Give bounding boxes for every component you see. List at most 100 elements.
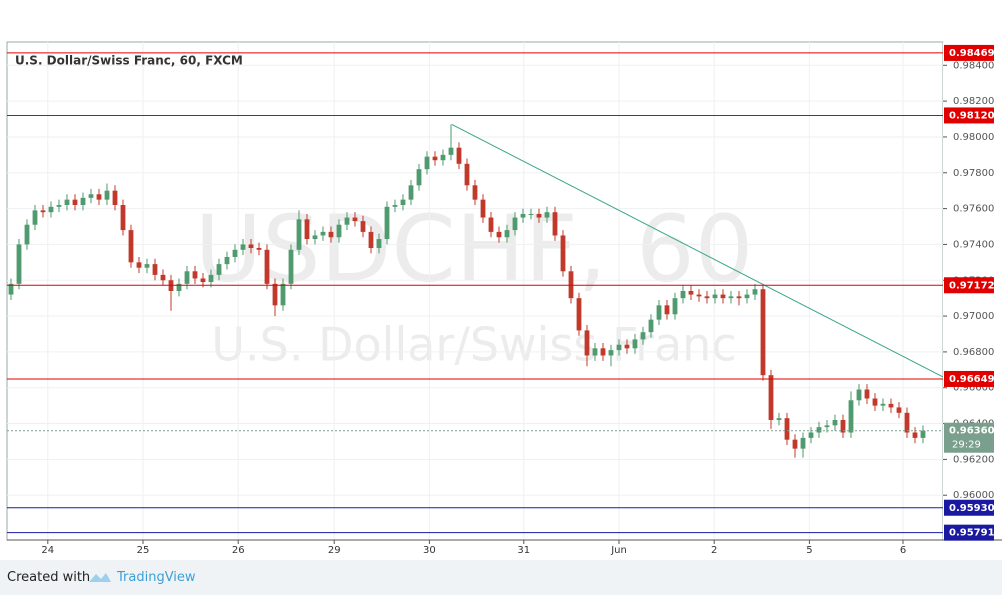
candle-body: [120, 205, 126, 231]
candle-body: [32, 210, 38, 225]
x-tick-label: 30: [423, 545, 436, 556]
level-label: 0.98120: [949, 110, 995, 121]
candle-body: [792, 439, 798, 449]
candle-body: [632, 339, 638, 349]
y-tick-label: 0.98000: [953, 132, 994, 143]
candle-body: [328, 231, 334, 238]
candle-body: [136, 262, 142, 268]
footer-text: Created with: [7, 570, 91, 585]
watermark: USDCHF, 60: [195, 195, 753, 302]
candle-body: [40, 210, 46, 213]
level-label: 0.98469: [949, 48, 995, 59]
candle-body: [856, 389, 862, 401]
candle-body: [680, 291, 686, 299]
candle-body: [728, 296, 734, 299]
candle-body: [264, 249, 270, 284]
candle-body: [224, 256, 230, 265]
watermark-sub: U.S. Dollar/Swiss Franc: [211, 318, 736, 372]
brand-link[interactable]: TradingView: [117, 570, 196, 585]
candle-body: [904, 412, 910, 433]
candle-body: [312, 235, 318, 240]
candle-body: [920, 430, 926, 438]
candle-body: [448, 147, 454, 155]
candle-body: [304, 219, 310, 240]
candle-body: [888, 403, 894, 408]
level-box: [944, 44, 994, 61]
level-label: 0.97172: [949, 280, 995, 291]
candle-body: [576, 298, 582, 331]
candle-body: [368, 231, 374, 249]
candle-body: [464, 163, 470, 186]
candle-body: [480, 199, 486, 218]
candle-body: [144, 264, 150, 268]
level-label: 0.96649: [949, 374, 995, 385]
y-tick-label: 0.97400: [953, 239, 994, 250]
candle-body: [880, 403, 886, 406]
candle-body: [600, 348, 606, 356]
x-tick-label: 31: [517, 545, 530, 556]
candle-body: [656, 305, 662, 320]
candle-body: [280, 283, 286, 306]
candle-body: [664, 305, 670, 315]
candle-body: [472, 185, 478, 200]
x-tick-label: 6: [900, 545, 906, 556]
level-box: [944, 499, 994, 516]
logo: [89, 573, 111, 582]
candle-body: [688, 291, 694, 295]
candle-body: [16, 244, 22, 284]
candle-body: [160, 274, 166, 281]
candle-body: [184, 271, 190, 284]
x-tick-label: 2: [711, 545, 717, 556]
y-tick-label: 0.97800: [953, 168, 994, 179]
candle-body: [320, 231, 326, 236]
y-tick-label: 0.98400: [953, 60, 994, 71]
y-tick-label: 0.97600: [953, 204, 994, 215]
candle-body: [528, 213, 534, 215]
x-tick-label: 26: [232, 545, 245, 556]
candle-body: [640, 332, 646, 340]
candle-body: [240, 244, 246, 250]
level-box: [944, 107, 994, 124]
plot-area: [6, 41, 944, 541]
candle-body: [768, 375, 774, 420]
candle-body: [24, 224, 30, 245]
candle-body: [112, 190, 118, 206]
candle-body: [392, 205, 398, 207]
candle-body: [712, 294, 718, 299]
candle-body: [360, 221, 366, 232]
candle-body: [824, 425, 830, 428]
candle-body: [568, 271, 574, 299]
candle-body: [912, 432, 918, 438]
chart: USDCHF, 60 U.S. Dollar/Swiss Franc 0.984…: [6, 41, 1002, 556]
candle-body: [752, 289, 758, 295]
footer: Created with TradingView: [0, 560, 1002, 595]
candle-body: [376, 239, 382, 249]
y-tick-label: 0.97000: [953, 311, 994, 322]
candle-body: [840, 419, 846, 433]
level-box: [944, 277, 994, 294]
candle-body: [504, 230, 510, 238]
candle-body: [128, 230, 134, 263]
candle-body: [104, 190, 110, 200]
candle-body: [248, 244, 254, 249]
candle-body: [400, 199, 406, 206]
candle-body: [872, 398, 878, 406]
candle-body: [704, 296, 710, 299]
candle-body: [336, 224, 342, 238]
candle-body: [384, 206, 390, 240]
candle-body: [864, 389, 870, 399]
candle-body: [808, 432, 814, 438]
candle-body: [80, 197, 86, 206]
candle-body: [608, 350, 614, 356]
y-tick-label: 0.96200: [953, 454, 994, 465]
last-price-box: [944, 422, 994, 453]
candle-body: [424, 156, 430, 170]
candle-body: [720, 294, 726, 299]
y-tick-label: 0.96600: [953, 383, 994, 394]
candle-body: [896, 407, 902, 413]
candle-body: [72, 199, 78, 206]
candle-body: [8, 283, 14, 295]
candle-body: [296, 219, 302, 250]
candle-body: [256, 248, 262, 250]
candle-body: [232, 249, 238, 257]
